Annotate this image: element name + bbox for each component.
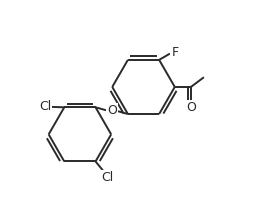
Text: Cl: Cl: [102, 171, 114, 184]
Text: Cl: Cl: [39, 100, 52, 113]
Text: O: O: [107, 104, 117, 117]
Text: O: O: [186, 101, 196, 114]
Text: F: F: [171, 46, 178, 59]
